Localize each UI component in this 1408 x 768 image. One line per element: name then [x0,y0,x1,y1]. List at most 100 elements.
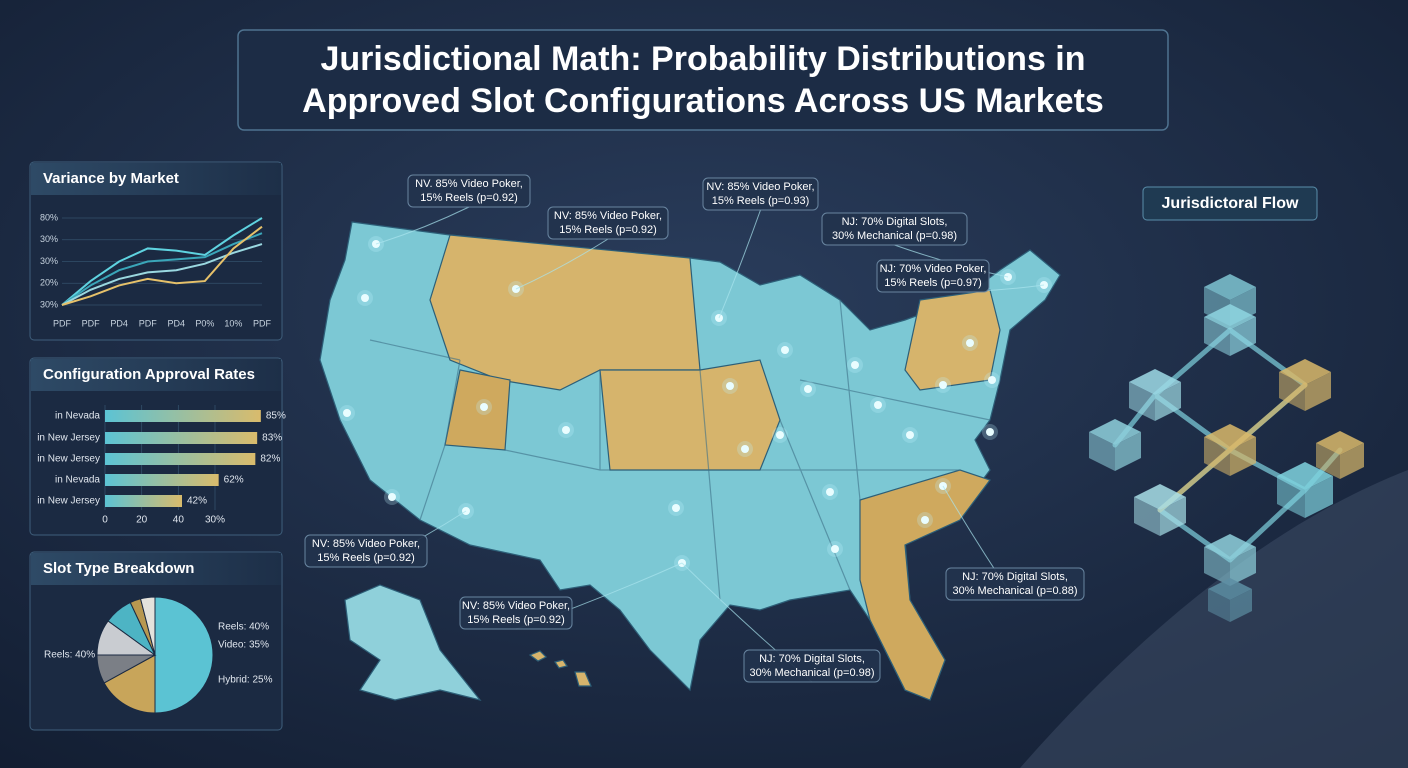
cube-left [1208,589,1230,622]
callout-box [304,534,428,568]
map-dot [361,294,369,302]
cube-right [1230,589,1252,622]
cube-right [1230,437,1256,476]
cube-left [1204,437,1230,476]
pie-slice [139,596,156,656]
cube-left [1204,317,1230,356]
callout-text: 15% Reels (p=0.97) [884,277,982,289]
callout-box [702,177,819,211]
map-dot [741,445,749,453]
flow-label: Jurisdictoral Flow [1162,195,1299,212]
panel-bar: Configuration Approval Rates [29,357,283,536]
callout-box [459,596,573,630]
pie-annotation: Reels: 40% [218,622,269,633]
cube-left [1277,476,1305,518]
cube-left [1089,432,1115,471]
callout-box [945,567,1085,601]
category-label: in Nevada [55,411,100,422]
x-tick-label: PDF [53,318,72,328]
value-label: 85% [266,411,286,422]
cubes [1089,274,1364,622]
cube-right [1160,497,1186,536]
x-tick-label: 0 [102,515,108,526]
map-dot [672,504,680,512]
callout-text: NV: 85% Video Poker, [312,538,420,550]
callout-box [547,206,669,240]
cube-right [1340,443,1364,479]
callout-line [718,209,761,319]
callout-line [515,238,609,290]
x-tick-label: PDF [82,318,101,328]
x-tick-label: 30% [205,515,225,526]
x-tick-label: PD4 [110,318,128,328]
bar [105,495,182,507]
x-tick-label: P0% [195,318,214,328]
x-tick-label: PD4 [168,318,186,328]
value-label: 83% [262,433,282,444]
us-map [319,221,1061,702]
panel-title: Variance by Market [43,170,179,187]
map-dot [804,385,812,393]
callout-text: 15% Reels (p=0.93) [712,195,810,207]
value-label: 42% [187,496,207,507]
title-box [237,29,1169,131]
cube-left [1134,497,1160,536]
cube-right [1305,372,1331,411]
callout-text: 15% Reels (p=0.92) [559,224,657,236]
map-dot [921,516,929,524]
x-tick-label: PDF [253,318,272,328]
cube-left [1279,372,1305,411]
y-tick-label: 30% [40,256,58,266]
pie-annotation: Reels: 40% [44,650,95,661]
bar [105,432,258,444]
callout-text: 30% Mechanical (p=0.98) [749,667,874,679]
cube-right [1230,317,1256,356]
callout-text: 30% Mechanical (p=0.98) [832,230,957,242]
map-dot [480,403,488,411]
title: Jurisdictional Math: Probability Distrib… [320,40,1085,78]
category-label: in New Jersey [37,433,100,444]
cube-right [1230,547,1256,586]
cube-left [1204,547,1230,586]
background-wave [1020,470,1408,768]
x-tick-label: PDF [139,318,158,328]
callout-text: 30% Mechanical (p=0.88) [952,585,1077,597]
cube-right [1305,476,1333,518]
map-dot [831,545,839,553]
cube-left [1129,382,1155,421]
bar [105,474,219,486]
line-series [61,232,263,306]
map-dot [776,431,784,439]
x-tick-label: 40 [173,515,185,526]
value-label: 82% [260,454,280,465]
x-tick-label: 10% [224,318,242,328]
panel-title: Slot Type Breakdown [43,560,194,577]
cube-right [1115,432,1141,471]
value-label: 62% [224,475,244,486]
map-dot [988,376,996,384]
pie-slice [103,654,156,714]
callout-text: NV: 85% Video Poker, [462,600,570,612]
callout-box [821,212,968,246]
callout-text: 15% Reels (p=0.92) [317,552,415,564]
map-dot [986,428,994,436]
map-dot [874,401,882,409]
category-label: in New Jersey [37,454,100,465]
callout-text: NV: 85% Video Poker, [706,181,814,193]
callouts: NV. 85% Video Poker, 15% Reels (p=0.92) NV… [304,174,1085,683]
cube-left [1316,443,1340,479]
map-dot [388,493,396,501]
pie-annotation: Video: 35% [218,640,269,651]
map-dot [939,381,947,389]
flow-label-box [1142,186,1318,221]
cube-right [1155,382,1181,421]
callout-text: 15% Reels (p=0.92) [467,614,565,626]
map-dot [966,339,974,347]
callout-box [743,649,881,683]
callout-text: NJ: 70% Digital Slots, [842,216,948,228]
category-label: in Nevada [55,475,100,486]
title: Approved Slot Configurations Across US M… [302,82,1104,120]
bar [105,453,256,465]
